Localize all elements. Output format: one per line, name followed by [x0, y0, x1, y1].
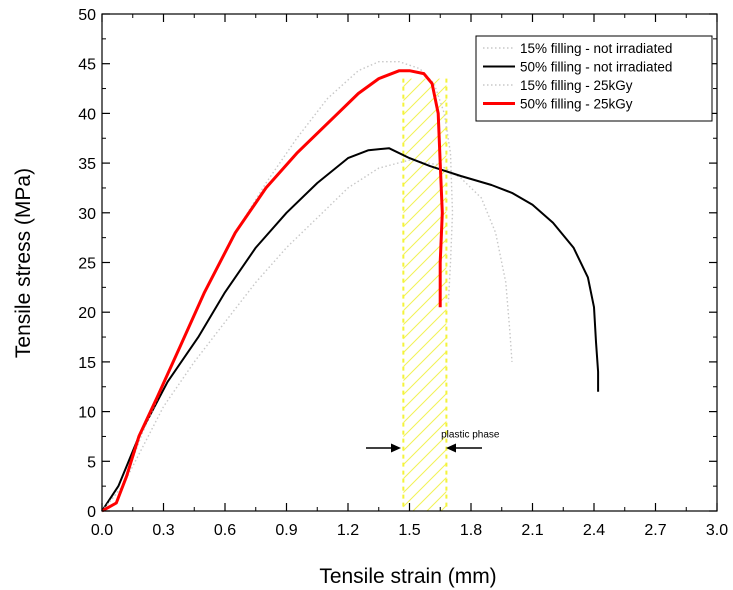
y-tick-label: 35	[78, 156, 96, 173]
legend-label-3: 15% filling - 25kGy	[520, 78, 633, 93]
y-tick-label: 15	[78, 355, 96, 372]
series-line-2	[101, 147, 600, 512]
x-tick-label: 3.0	[706, 522, 728, 539]
legend: 15% filling - not irradiated 50% filling …	[475, 35, 713, 122]
y-tick-label: 50	[78, 7, 96, 24]
y-axis-ticks: 0 5 10 15 20 25 30 35 40 45 50	[78, 7, 717, 521]
series-line-3	[101, 61, 454, 512]
y-tick-label: 10	[78, 405, 96, 422]
y-tick-label: 5	[87, 454, 96, 471]
series-line-4	[101, 69, 444, 513]
x-tick-label: 2.4	[583, 522, 605, 539]
series-layer	[101, 61, 600, 513]
x-tick-label: 2.7	[644, 522, 666, 539]
left-arrow-head-icon	[391, 443, 401, 453]
legend-label-2: 50% filling - not irradiated	[520, 60, 672, 75]
legend-box	[475, 35, 713, 122]
y-axis-title: Tensile stress (MPa)	[12, 168, 35, 358]
x-tick-label: 0.3	[152, 522, 174, 539]
x-axis-title: Tensile strain (mm)	[319, 565, 496, 588]
x-tick-label: 1.8	[460, 522, 482, 539]
plastic-phase-label: plastic phase	[441, 429, 500, 440]
x-tick-label: 0.6	[214, 522, 236, 539]
right-arrow-head-icon	[446, 443, 456, 453]
x-tick-label: 0.0	[91, 522, 113, 539]
x-axis-ticks: 0.0 0.3 0.6 0.9 1.2 1.5 1.8 2.1 2.4 2.7 3.0	[91, 14, 728, 539]
y-tick-label: 20	[78, 305, 96, 322]
y-tick-label: 0	[87, 504, 96, 521]
legend-label-4: 50% filling - 25kGy	[520, 97, 633, 112]
y-tick-label: 25	[78, 256, 96, 273]
x-tick-label: 1.2	[337, 522, 359, 539]
x-tick-label: 2.1	[521, 522, 543, 539]
y-tick-label: 30	[78, 206, 96, 223]
series-line-1	[101, 159, 513, 512]
legend-label-1: 15% filling - not irradiated	[520, 41, 672, 56]
x-tick-label: 1.5	[398, 522, 420, 539]
plastic-phase-annotation: plastic phase	[366, 429, 500, 453]
y-tick-label: 40	[78, 106, 96, 123]
x-tick-label: 0.9	[275, 522, 297, 539]
y-tick-label: 45	[78, 57, 96, 74]
